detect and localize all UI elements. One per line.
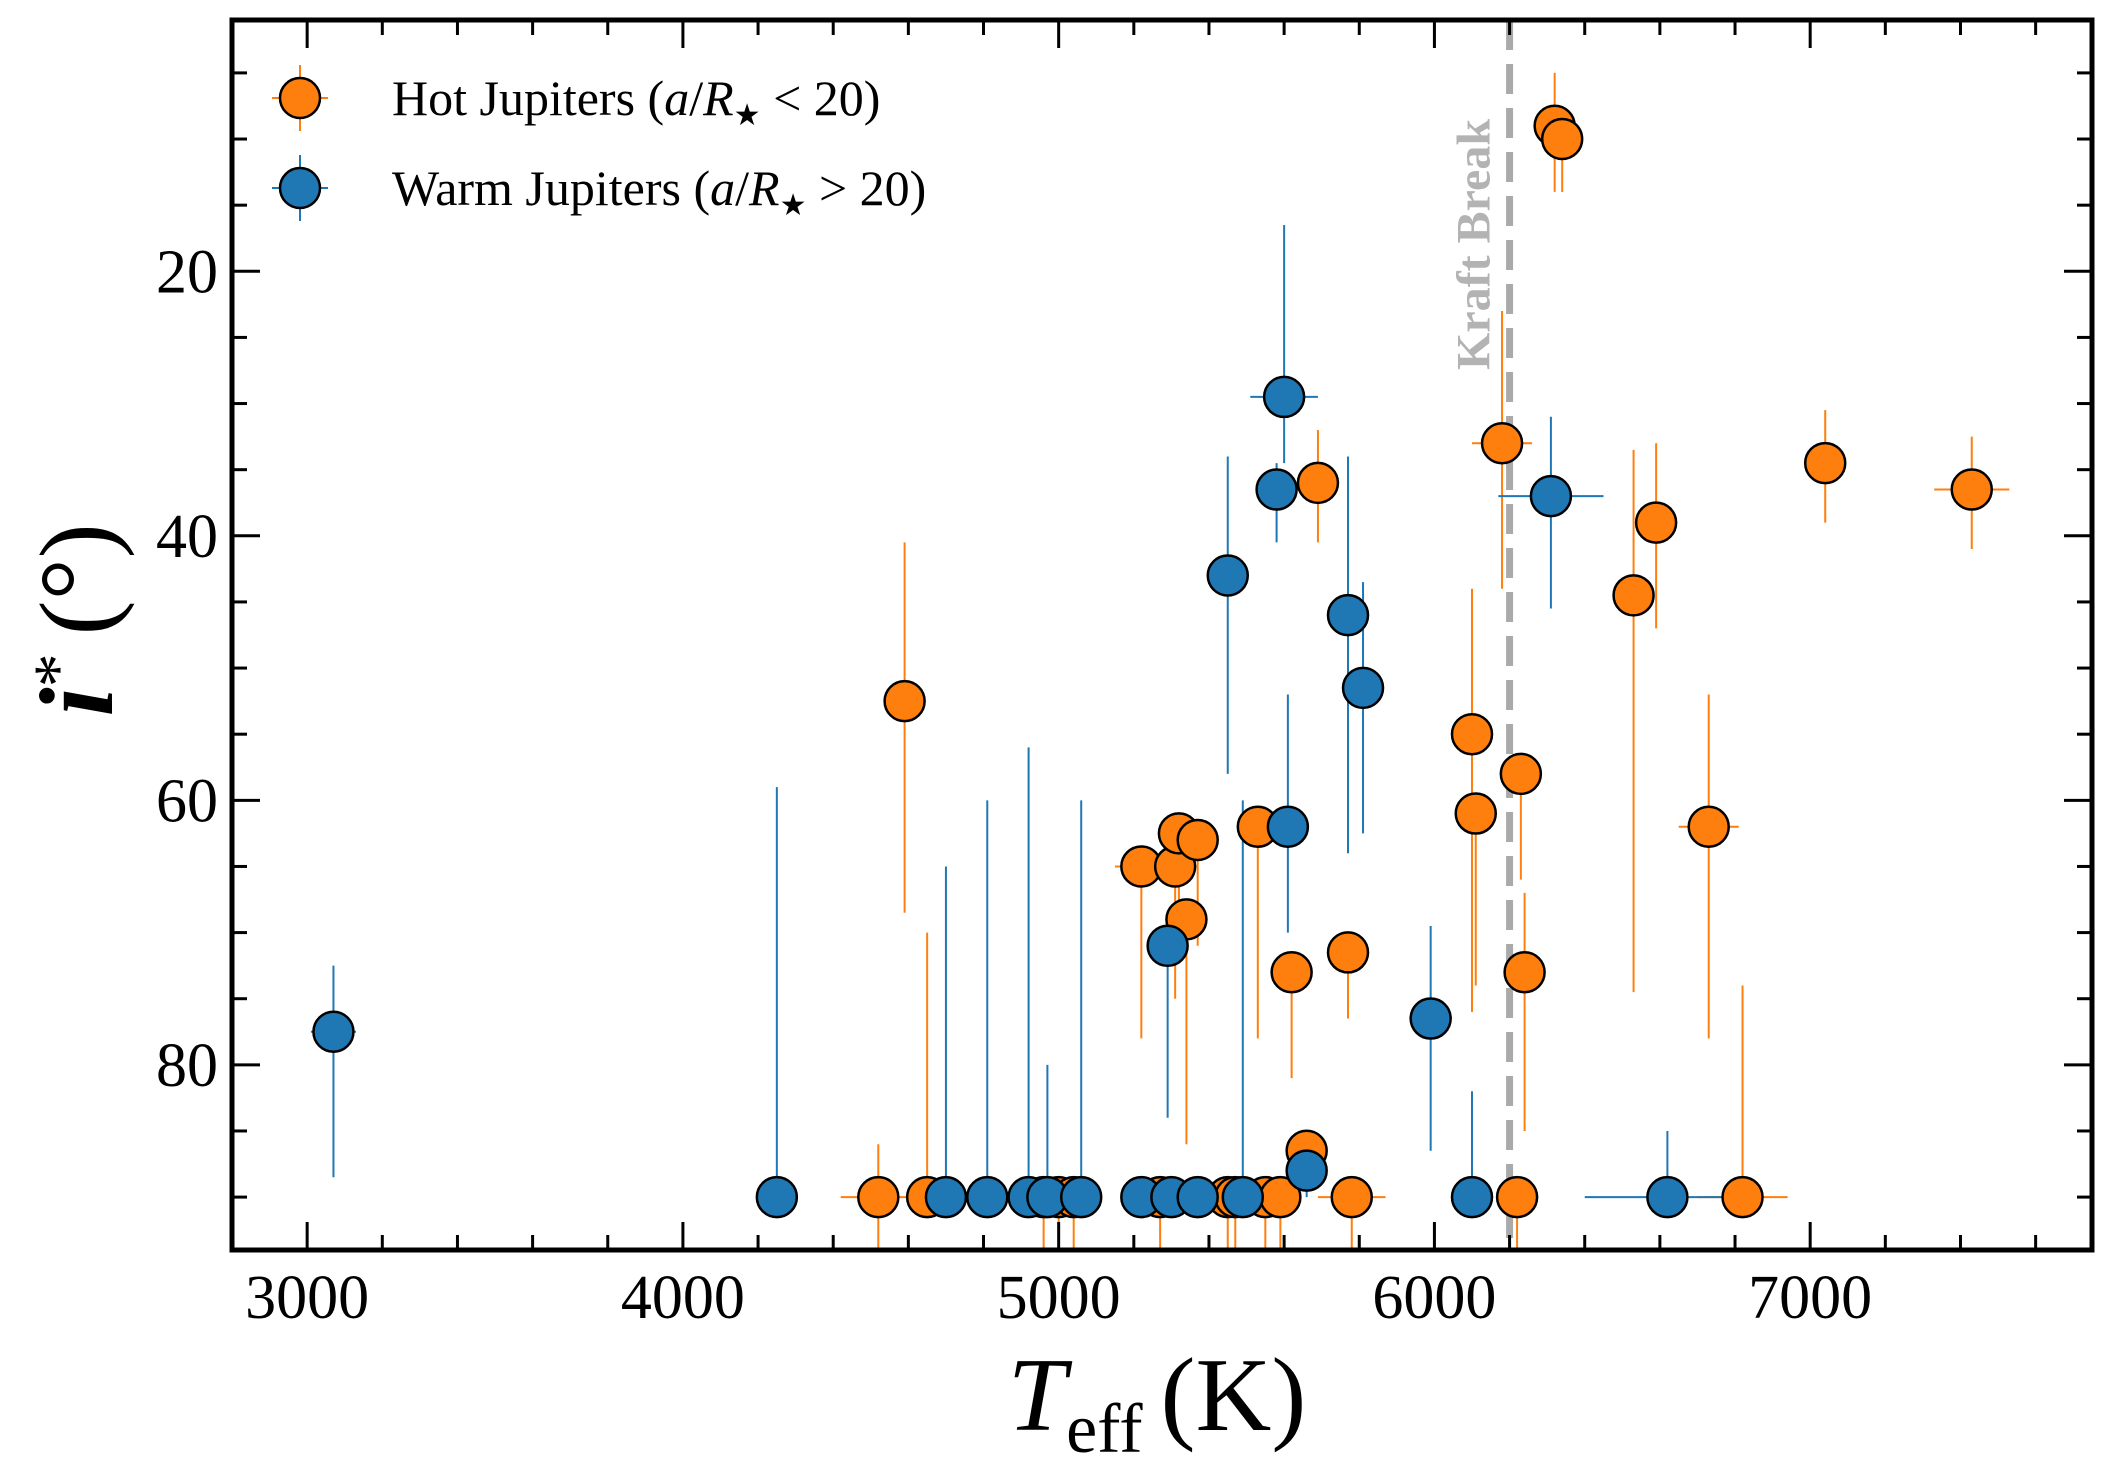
x-tick-label: 6000: [1372, 1264, 1496, 1332]
hot-jupiter-point: [1499, 752, 1543, 796]
plot-frame: [229, 17, 2095, 1253]
axes-layer: 3000 4000 5000 6000 7000 20 40 60 80 Teff (K) i* (°): [18, 17, 2095, 1468]
y-axis-title-sup: *: [19, 653, 95, 687]
legend-text-plain: Hot Jupiters (: [392, 70, 664, 126]
legend-marker-warm: [278, 166, 322, 210]
hot-jupiter-point: [1454, 792, 1498, 835]
x-tick-label: 7000: [1748, 1264, 1872, 1332]
hot-jupiter-point: [1803, 441, 1847, 485]
hot-jupiter-point: [1687, 805, 1730, 849]
legend-text-plain: Warm Jupiters (: [392, 160, 710, 216]
warm-jupiter-point: [1646, 1175, 1689, 1219]
legend-text-R: R: [748, 160, 780, 216]
warm-jupiter-point: [1059, 1175, 1103, 1219]
points-layer: [312, 104, 1994, 1219]
legend-text-star: ★: [780, 189, 807, 222]
hot-jupiter-point: [1480, 421, 1524, 465]
hot-jupiter-point: [1296, 461, 1340, 505]
x-tick-label: 5000: [997, 1264, 1121, 1332]
x-tick-label: 3000: [245, 1264, 369, 1332]
warm-jupiter-point: [924, 1175, 968, 1219]
hot-jupiter-point: [1495, 1175, 1539, 1219]
hot-jupiter-point: [1950, 468, 1994, 511]
warm-jupiter-point: [1221, 1175, 1265, 1219]
warm-jupiter-point: [966, 1175, 1009, 1219]
legend-text-slash: /: [735, 160, 749, 216]
hot-jupiter-point: [1326, 931, 1370, 974]
hot-jupiter-point: [857, 1175, 900, 1219]
y-tick-label: 40: [156, 503, 218, 571]
legend-text-op: < 20): [761, 70, 881, 126]
legend-marker-hot: [278, 76, 322, 120]
y-axis-title-main: i: [18, 687, 135, 716]
hot-jupiter-point: [1176, 818, 1219, 862]
y-axis-title-unit: (°): [18, 523, 135, 635]
warm-jupiter-point: [1176, 1175, 1219, 1219]
x-tick-label: 4000: [621, 1264, 745, 1332]
warm-jupiter-point: [1146, 924, 1189, 968]
warm-jupiter-point: [1255, 468, 1298, 511]
hot-jupiter-point: [883, 679, 926, 723]
x-axis-title: Teff (K): [1008, 1336, 1307, 1468]
warm-jupiter-point: [1262, 375, 1306, 419]
warm-jupiter-point: [1326, 593, 1370, 637]
warm-jupiter-point: [1341, 666, 1385, 710]
warm-jupiter-point: [755, 1175, 799, 1219]
hot-jupiter-point: [1540, 117, 1584, 161]
y-tick-label: 20: [156, 238, 218, 306]
hot-jupiter-point: [1503, 951, 1546, 994]
error-bars-layer: [310, 72, 2010, 1250]
legend-label-warm: Warm Jupiters (a/R★ > 20): [392, 160, 926, 222]
kraft-break-layer: Kraft Break: [1448, 20, 1514, 1250]
hot-jupiter-point: [1612, 574, 1655, 617]
y-tick-label: 60: [156, 767, 218, 835]
y-tick-label: 80: [156, 1032, 218, 1100]
x-axis-title-unit: (K): [1161, 1336, 1307, 1453]
legend-text-a: a: [664, 70, 689, 126]
legend-label-hot: Hot Jupiters (a/R★ < 20): [392, 70, 880, 132]
x-axis-title-sub: eff: [1066, 1391, 1143, 1468]
kraft-break-label: Kraft Break: [1448, 119, 1501, 370]
legend: Hot Jupiters (a/R★ < 20)Warm Jupiters (a…: [272, 65, 926, 222]
x-axis-title-main: T: [1008, 1336, 1073, 1453]
legend-text-R: R: [702, 70, 734, 126]
warm-jupiter-point: [1529, 474, 1573, 518]
warm-jupiter-point: [1409, 997, 1452, 1040]
legend-text-a: a: [710, 160, 735, 216]
hot-jupiter-point: [1450, 712, 1494, 756]
hot-jupiter-point: [1270, 951, 1313, 994]
warm-jupiter-point: [1266, 805, 1310, 849]
warm-jupiter-point: [1285, 1149, 1328, 1192]
legend-text-star: ★: [734, 99, 761, 132]
warm-jupiter-point: [312, 1010, 355, 1054]
warm-jupiter-point: [1206, 554, 1250, 597]
hot-jupiter-point: [1330, 1175, 1374, 1219]
hot-jupiter-point: [1721, 1175, 1764, 1219]
hot-jupiter-point: [1634, 501, 1678, 544]
y-axis-title: i* (°): [18, 523, 135, 716]
legend-text-op: > 20): [806, 160, 926, 216]
legend-text-slash: /: [689, 70, 703, 126]
warm-jupiter-point: [1450, 1175, 1494, 1219]
